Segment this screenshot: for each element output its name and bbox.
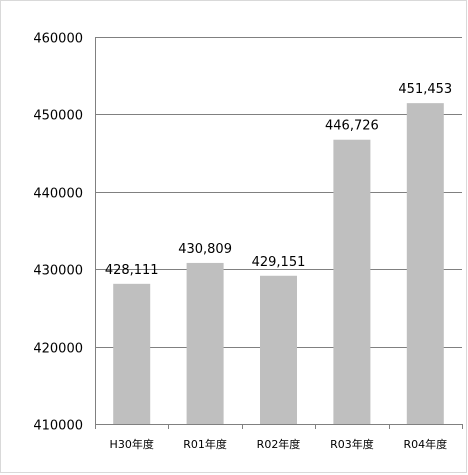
x-category-label: H30年度 [110,437,154,451]
data-labels: 428,111 430,809 429,151 446,726 451,453 [105,82,452,278]
x-category-label: R04年度 [403,437,447,451]
bars [113,103,444,424]
y-tick-label: 420000 [33,342,83,357]
y-tick-label: 410000 [33,419,83,434]
bar [333,139,371,424]
y-tick-label: 450000 [33,109,83,124]
y-tick-label: 460000 [33,32,83,47]
y-axis-tick-labels: 410000 420000 430000 440000 450000 460000 [33,32,83,434]
x-category-label: R01年度 [183,437,227,451]
data-label: 429,151 [252,255,306,270]
x-axis-category-labels: H30年度 R01年度 R02年度 R03年度 R04年度 [110,437,448,451]
bar [260,275,297,424]
y-tick-label: 440000 [33,187,83,202]
data-label: 428,111 [105,263,159,278]
y-tick-label: 430000 [33,264,83,279]
data-label: 446,726 [325,119,379,134]
bar [406,103,444,424]
data-label: 451,453 [398,82,452,97]
bar [113,283,151,424]
gridlines [95,37,463,429]
x-category-label: R03年度 [330,437,374,451]
bar [186,262,224,424]
data-label: 430,809 [178,242,232,257]
x-category-label: R02年度 [257,437,301,451]
